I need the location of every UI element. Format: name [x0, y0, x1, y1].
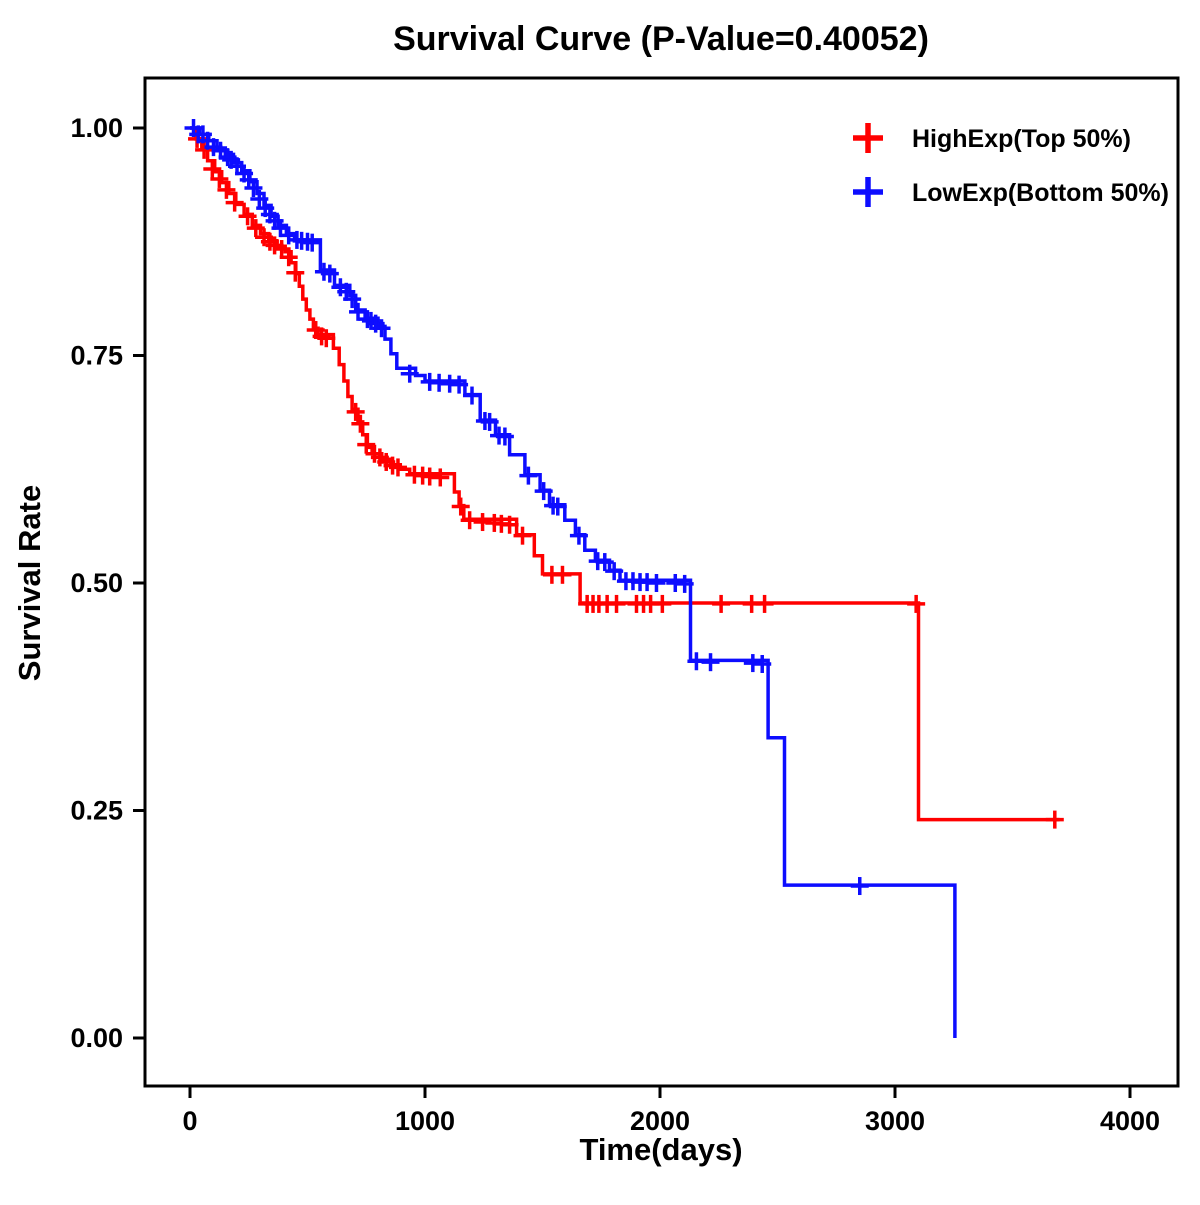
x-tick-label: 1000 [395, 1106, 455, 1136]
y-tick-label: 0.00 [70, 1023, 123, 1053]
x-tick-label: 2000 [630, 1106, 690, 1136]
x-axis-label: Time(days) [579, 1132, 742, 1167]
x-tick-label: 3000 [865, 1106, 925, 1136]
x-tick-label: 0 [182, 1106, 197, 1136]
axes-ticks: 0 1000 2000 3000 4000 0.00 0.25 0.50 0.75 1.00 [70, 113, 1160, 1136]
y-axis-label: Survival Rate [12, 485, 47, 681]
legend-plus-icon-highexp [853, 123, 883, 153]
y-tick-label: 1.00 [70, 113, 123, 143]
legend-plus-icon-lowexp [853, 177, 883, 207]
legend-label-lowexp: LowExp(Bottom 50%) [912, 179, 1169, 207]
y-tick-label: 0.25 [70, 796, 123, 826]
y-tick-label: 0.75 [70, 341, 123, 371]
survival-curves [184, 119, 1064, 1038]
chart-title: Survival Curve (P-Value=0.40052) [393, 20, 929, 58]
legend: HighExp(Top 50%) LowExp(Bottom 50%) [853, 123, 1169, 207]
legend-label-highexp: HighExp(Top 50%) [912, 125, 1131, 153]
x-tick-label: 4000 [1100, 1106, 1160, 1136]
y-tick-label: 0.50 [70, 568, 123, 598]
